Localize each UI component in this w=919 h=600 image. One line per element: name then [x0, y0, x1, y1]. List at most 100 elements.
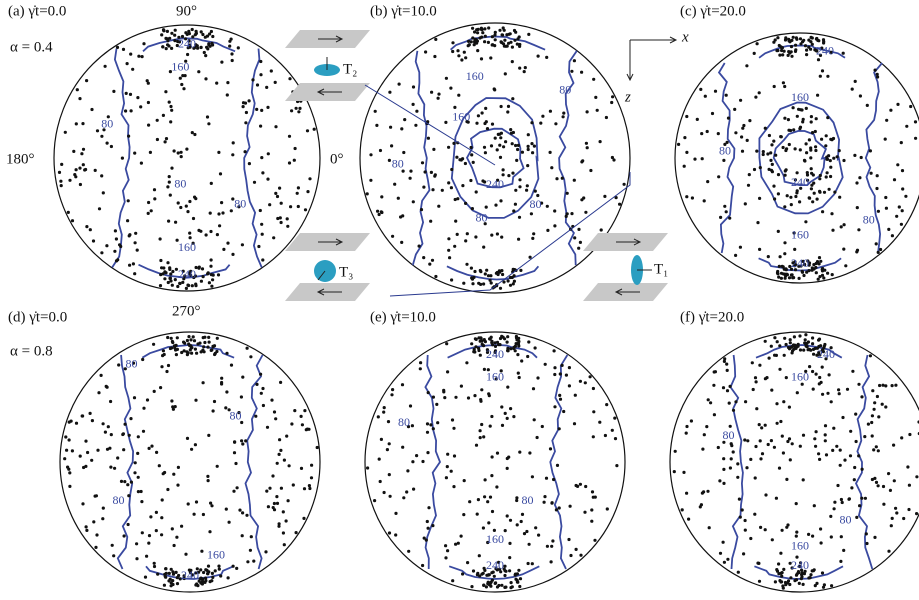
particle: [475, 190, 478, 193]
particle: [147, 212, 150, 215]
particle: [486, 500, 489, 503]
particle: [141, 55, 144, 58]
particle: [278, 453, 281, 456]
particle: [414, 124, 417, 127]
particle: [589, 375, 592, 378]
particle: [490, 415, 493, 418]
particle: [297, 205, 300, 208]
contour-label: 80: [840, 512, 852, 526]
particle: [814, 149, 817, 152]
particle: [549, 447, 552, 450]
particle: [842, 248, 845, 251]
particle: [68, 485, 71, 488]
particle: [909, 105, 912, 108]
particle: [778, 265, 781, 268]
particle: [789, 341, 792, 344]
particle: [811, 200, 814, 203]
particle: [722, 386, 725, 389]
particle: [218, 224, 221, 227]
particle: [478, 36, 481, 39]
particle: [67, 211, 70, 214]
particle: [194, 583, 197, 586]
particle: [518, 585, 521, 588]
particle: [592, 435, 595, 438]
particle: [375, 124, 378, 127]
particle: [275, 495, 278, 498]
particle: [429, 423, 432, 426]
particle: [518, 67, 521, 70]
particle: [232, 490, 235, 493]
particle: [855, 440, 858, 443]
particle: [468, 500, 471, 503]
particle: [817, 452, 820, 455]
particle: [821, 210, 824, 213]
particle: [259, 73, 262, 76]
particle: [873, 536, 876, 539]
particle: [285, 519, 288, 522]
particle: [170, 167, 173, 170]
particle: [148, 534, 151, 537]
particle: [685, 115, 688, 118]
particle: [301, 423, 304, 426]
contour-label: 240: [178, 37, 196, 51]
particle: [476, 49, 479, 52]
particle: [530, 121, 533, 124]
particle: [246, 347, 249, 350]
particle: [66, 466, 69, 469]
particle: [241, 376, 244, 379]
particle: [805, 151, 808, 154]
particle: [837, 388, 840, 391]
particle: [115, 237, 118, 240]
particle: [170, 568, 173, 571]
particle: [484, 478, 487, 481]
particle: [494, 38, 497, 41]
particle: [717, 446, 720, 449]
particle: [805, 345, 808, 348]
particle: [539, 122, 542, 125]
particle: [603, 195, 606, 198]
angle-label: 270°: [172, 303, 201, 319]
particle: [531, 475, 534, 478]
particle: [527, 133, 530, 136]
particle: [170, 47, 173, 50]
particle: [308, 484, 311, 487]
particle: [739, 246, 742, 249]
particle: [288, 161, 291, 164]
particle: [810, 120, 813, 123]
particle: [885, 119, 888, 122]
particle: [208, 341, 211, 344]
particle: [818, 256, 821, 259]
contour-label: 80: [530, 197, 542, 211]
contour-label: 80: [559, 82, 571, 96]
particle: [265, 86, 268, 89]
particle: [734, 254, 737, 257]
particle: [797, 108, 800, 111]
particle: [288, 464, 291, 467]
particle: [753, 52, 756, 55]
particle: [100, 135, 103, 138]
particle: [561, 177, 564, 180]
particle: [142, 430, 145, 433]
particle: [126, 62, 129, 65]
particle: [482, 344, 485, 347]
particle: [156, 573, 159, 576]
particle: [755, 380, 758, 383]
particle: [550, 502, 553, 505]
particle: [515, 336, 518, 339]
particle: [556, 464, 559, 467]
particle: [901, 209, 904, 212]
particle: [812, 348, 815, 351]
particle: [162, 28, 165, 31]
particle: [144, 576, 147, 579]
particle: [448, 256, 451, 259]
particle: [217, 273, 220, 276]
particle: [465, 263, 468, 266]
particle: [876, 174, 879, 177]
particle: [514, 144, 517, 147]
particle: [681, 508, 684, 511]
particle: [483, 27, 486, 30]
particle: [260, 156, 263, 159]
contour-label: 80: [113, 493, 125, 507]
particle: [484, 272, 487, 275]
particle: [901, 187, 904, 190]
